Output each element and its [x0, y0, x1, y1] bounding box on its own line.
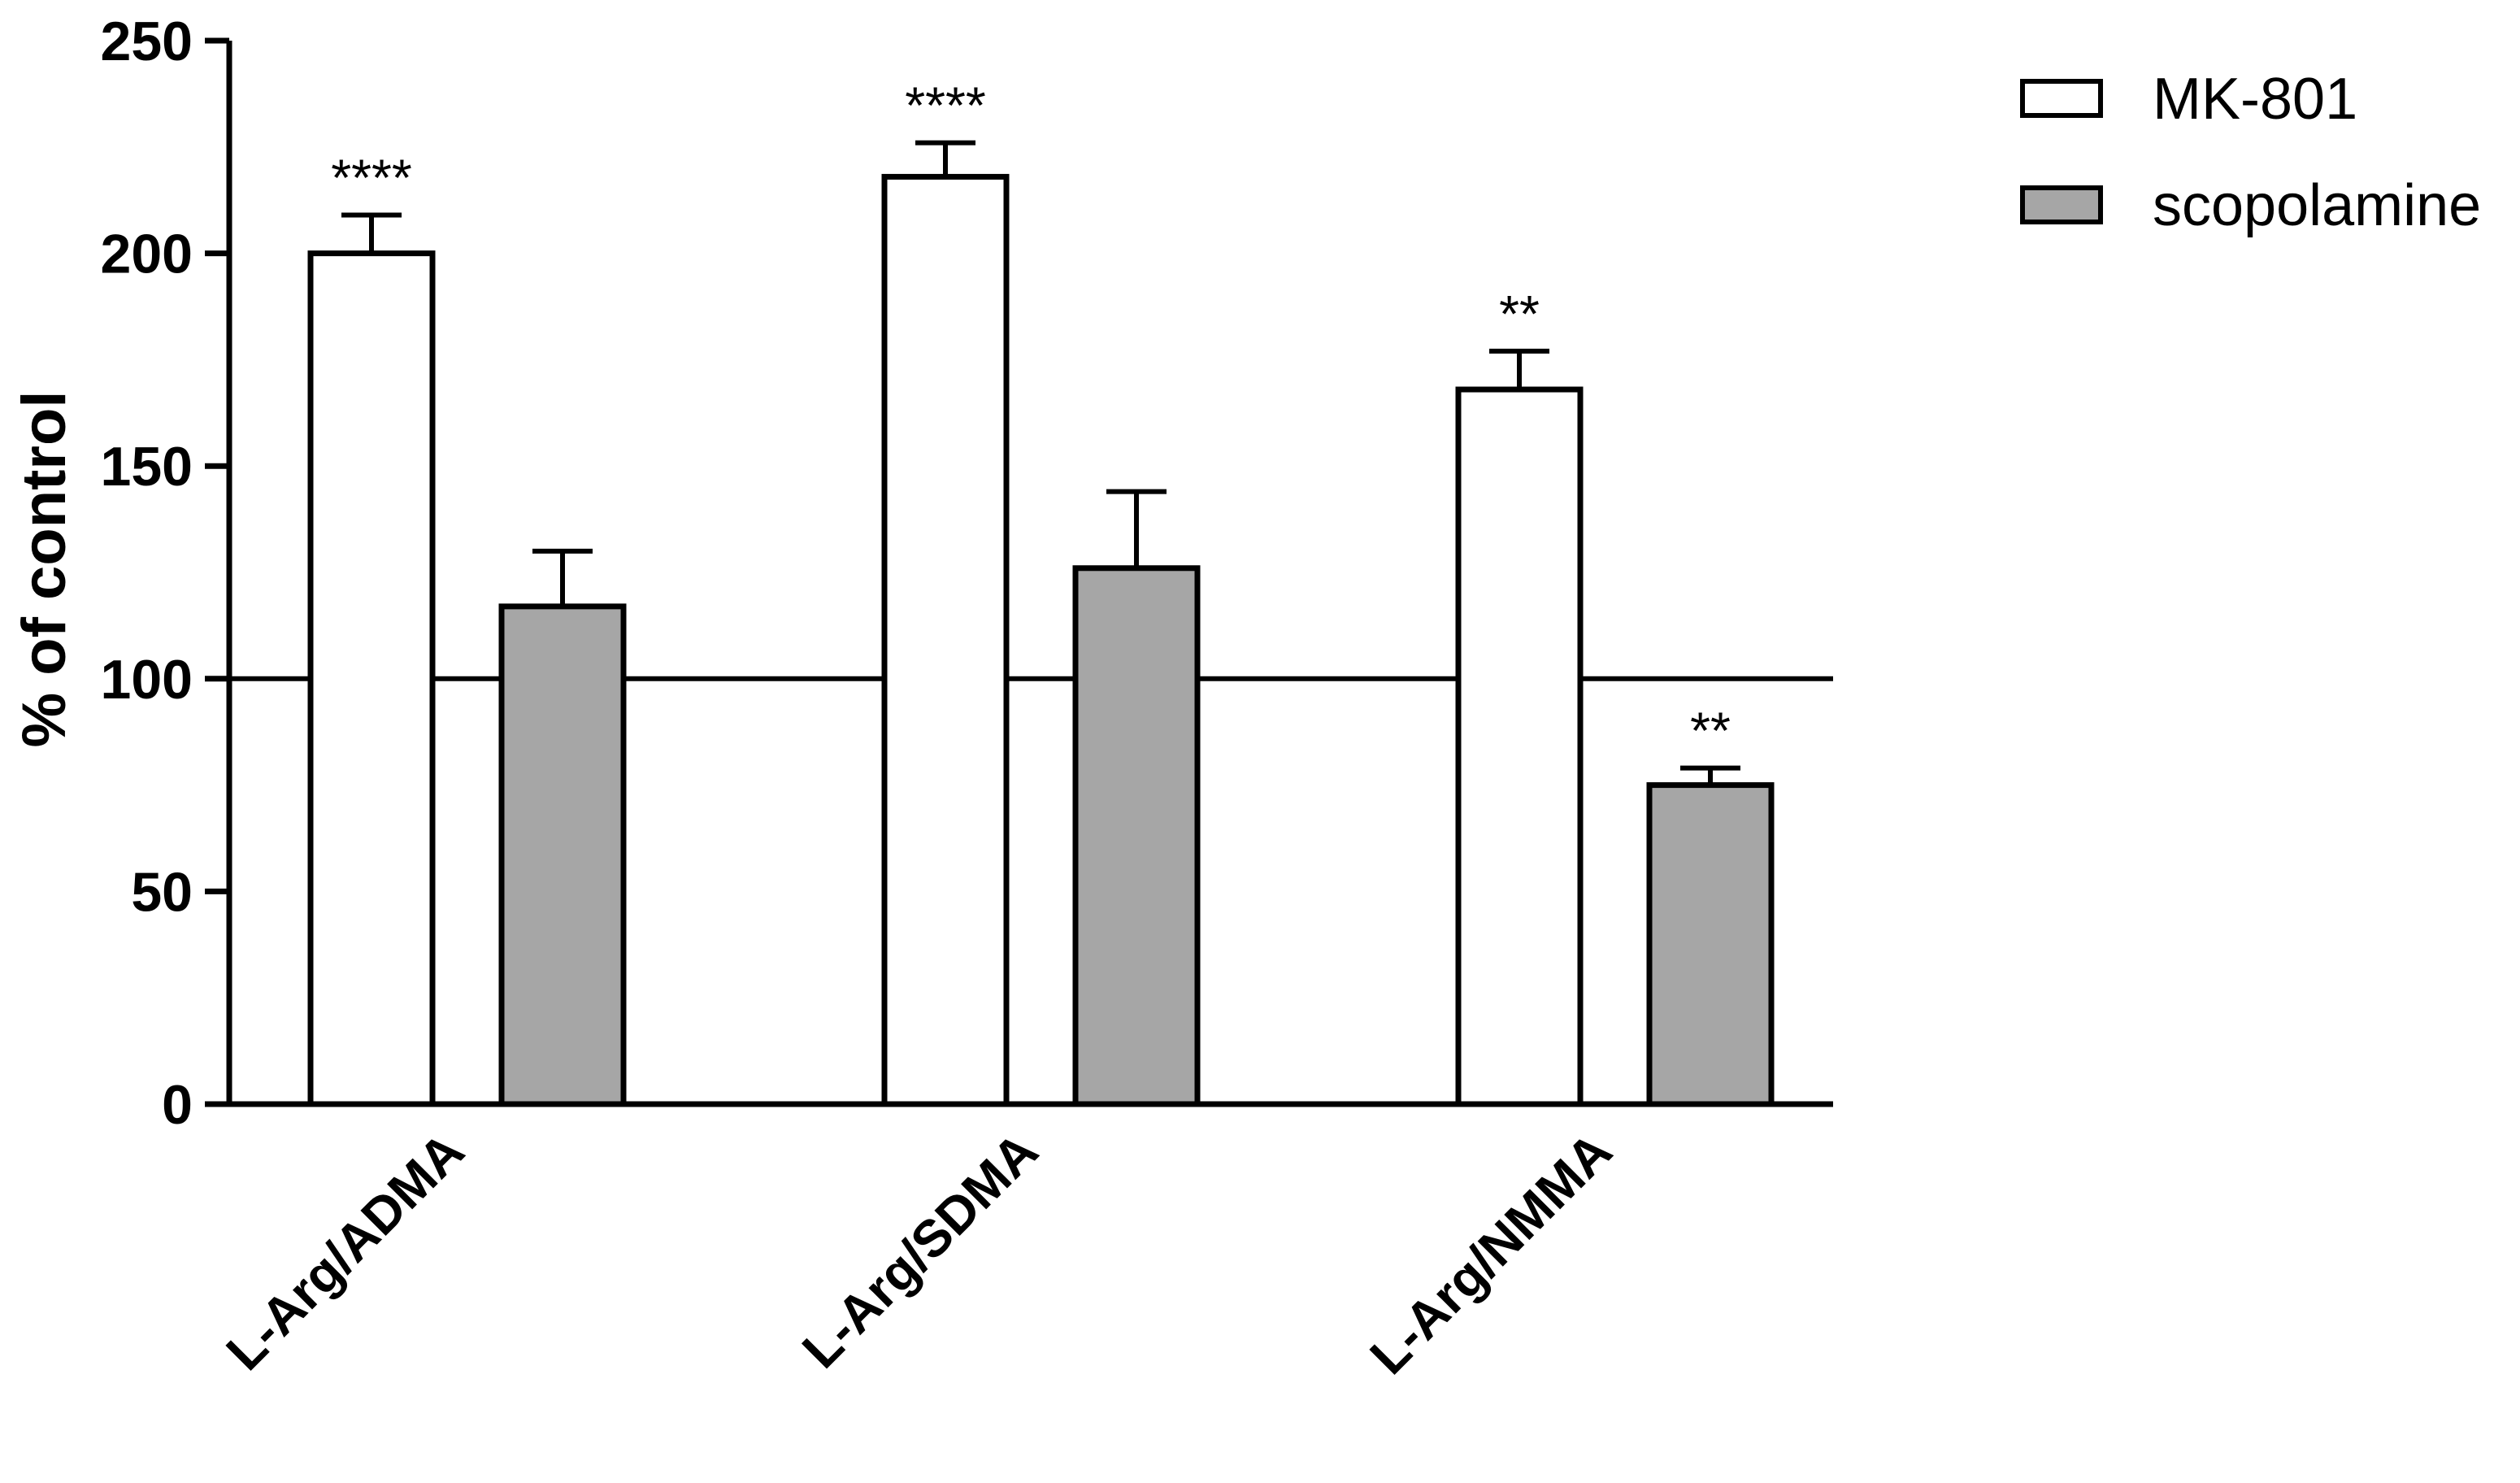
significance-label: ****: [331, 149, 412, 207]
y-tick-label: 250: [101, 11, 193, 72]
x-tick-label: L-Arg/SDMA: [791, 1121, 1049, 1379]
y-tick-label: 100: [101, 649, 193, 711]
y-tick-label: 150: [101, 436, 193, 498]
legend-swatch: [2020, 185, 2103, 224]
significance-label: **: [1690, 702, 1731, 760]
legend-swatch: [2020, 79, 2103, 118]
significance-label: ****: [905, 76, 986, 135]
bar: [1646, 782, 1775, 1107]
legend-label: MK-801: [2153, 67, 2357, 132]
bar: [498, 603, 627, 1107]
bar: [1455, 386, 1584, 1107]
y-tick-label: 50: [131, 861, 193, 923]
bar: [1072, 565, 1201, 1107]
y-tick-label: 200: [101, 224, 193, 285]
bar: [881, 173, 1010, 1107]
x-tick-label: L-Arg/NMMA: [1359, 1121, 1623, 1385]
x-tick-label: L-Arg/ADMA: [215, 1121, 476, 1381]
y-axis-title: % of control: [10, 390, 79, 747]
significance-label: **: [1499, 285, 1540, 343]
bar: [307, 250, 436, 1107]
y-tick-label: 0: [162, 1074, 193, 1136]
legend-label: scopolamine: [2153, 173, 2481, 238]
